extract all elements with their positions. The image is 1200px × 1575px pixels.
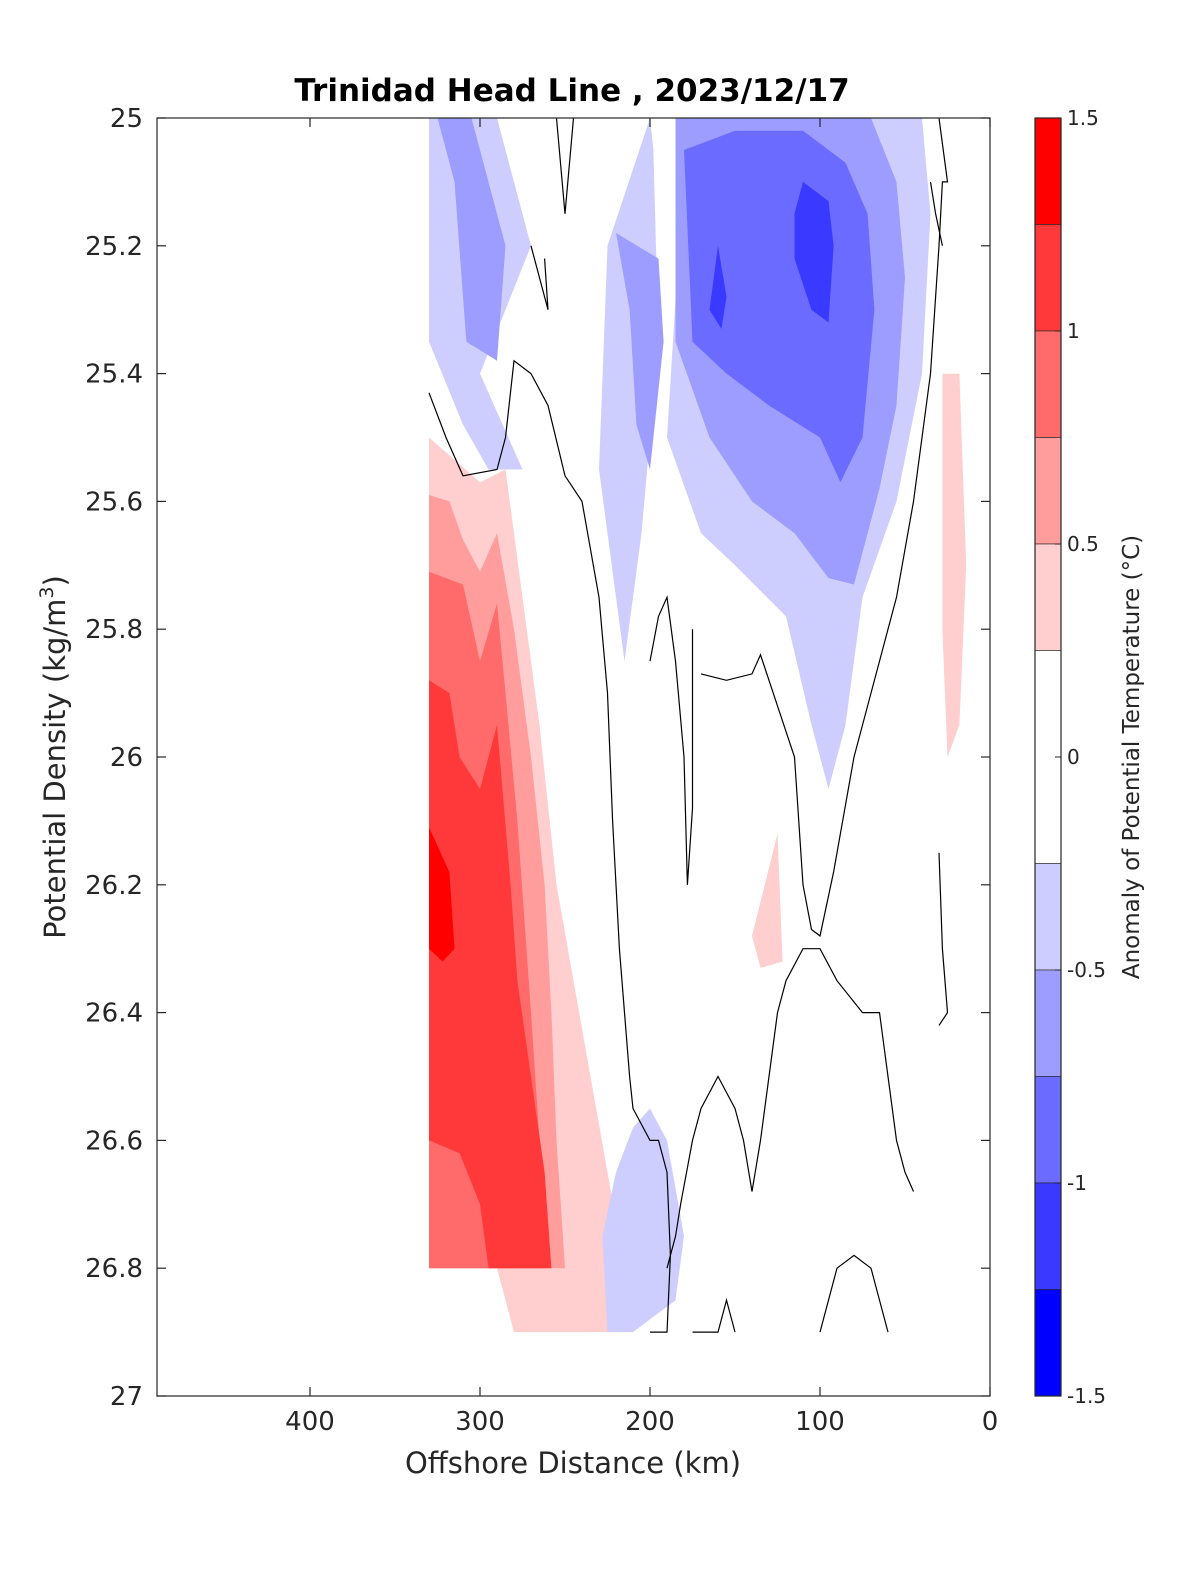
y-tick-label: 26.2 [85,871,143,901]
y-axis-label-superscript: 3 [36,586,58,598]
chart-title: Trinidad Head Line , 2023/12/17 [294,73,849,109]
y-tick-label: 25.4 [85,360,143,390]
zero-contour-2 [530,245,549,310]
zero-contour-0 [428,359,672,1333]
zero-contour-3 [649,595,694,885]
anomaly-region-6 [942,373,967,757]
x-axis: 400 300 200 100 0 [285,118,998,1437]
colorbar-tick-label: 1.5 [1067,106,1099,130]
colorbar-blocks [1034,117,1062,1397]
y-tick-label: 26.4 [85,999,143,1029]
zero-contour-1 [555,118,575,214]
anomaly-region-14 [794,181,834,323]
zero-contour-layer [428,118,949,1333]
y-tick-label: 26.6 [85,1126,143,1156]
y-tick-label: 25.2 [85,232,143,262]
colorbar-block [1034,117,1062,225]
colorbar-tick-label: -0.5 [1067,958,1106,982]
colorbar-block [1034,543,1062,651]
zero-contour-6 [692,1297,736,1333]
colorbar-tick-label: 0.5 [1067,532,1099,556]
colorbar-block [1034,969,1062,1077]
colorbar-block [1034,1182,1062,1290]
y-axis-label-close: ) [38,575,72,586]
anomaly-region-4 [429,827,455,962]
x-tick-label: 100 [795,1407,845,1437]
anomaly-region-3 [429,680,552,1269]
y-axis: 25 25.2 25.4 25.6 25.8 26 26.2 26.4 26.6 26.8 27 [85,104,990,1412]
colorbar-block [1034,863,1062,971]
x-tick-label: 200 [625,1407,675,1437]
colorbar: 1.5 1 0.5 0 -0.5 -1 -1.5 [1034,106,1106,1408]
y-tick-label: 27 [110,1382,143,1412]
colorbar-block [1034,330,1062,438]
colorbar-block [1034,1076,1062,1184]
x-tick-label: 0 [982,1407,999,1437]
anomaly-region-8 [437,118,506,361]
x-tick-label: 400 [285,1407,335,1437]
y-tick-label: 26.8 [85,1254,143,1284]
colorbar-tick-label: -1.5 [1067,1384,1106,1408]
anomaly-fill-layer [429,118,967,1333]
y-axis-label-text: Potential Density (kg/m [38,599,72,939]
colorbar-tick-label: 0 [1067,745,1080,769]
colorbar-tick-label: -1 [1067,1171,1087,1195]
colorbar-ticks: 1.5 1 0.5 0 -0.5 -1 -1.5 [1055,106,1106,1408]
anomaly-region-15 [709,245,727,329]
zero-contour-7 [819,1254,889,1333]
anomaly-region-10 [616,233,664,470]
plot-area: 400 300 200 100 0 25 25.2 25.4 25.6 25.8 26 26.2 26… [85,104,998,1437]
zero-contour-5 [666,948,915,1269]
colorbar-tick-label: 1 [1067,319,1080,343]
colorbar-label: Anomaly of Potential Temperature (°C) [1119,535,1145,979]
zero-contour-4 [700,118,949,937]
zero-contour-8 [938,852,949,1026]
y-axis-label: Potential Density (kg/m3) [36,575,72,939]
x-tick-label: 300 [455,1407,505,1437]
colorbar-block [1034,1289,1062,1397]
zero-contour-9 [929,181,943,246]
anomaly-region-5 [752,833,783,968]
y-tick-label: 25.8 [85,615,143,645]
y-tick-label: 25.6 [85,487,143,517]
colorbar-block [1034,437,1062,545]
x-axis-label: Offshore Distance (km) [405,1446,741,1480]
y-tick-label: 25 [110,104,143,134]
anomaly-region-16 [602,1108,684,1333]
colorbar-block [1034,224,1062,332]
y-tick-label: 26 [110,743,143,773]
